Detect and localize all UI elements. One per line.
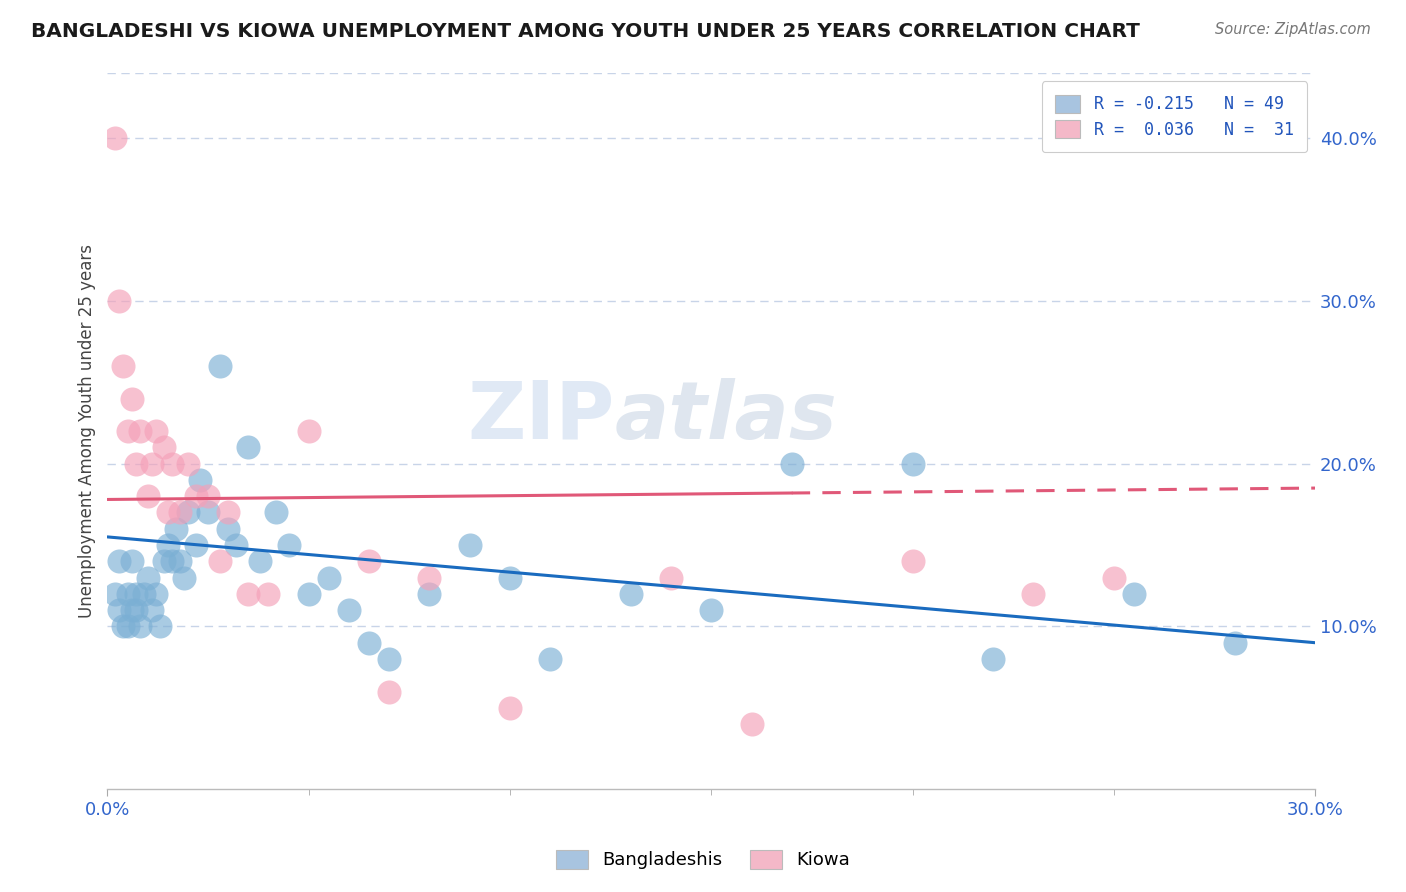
Point [209,359,232,373]
Point [538,652,561,666]
Point [124,603,146,617]
Point [217,506,239,520]
Point [104,131,127,145]
Point [620,587,643,601]
Point [141,603,163,617]
Point [217,522,239,536]
Point [124,587,146,601]
Point [108,554,131,568]
Point [499,701,522,715]
Point [780,457,803,471]
Legend: R = -0.215   N = 49, R =  0.036   N =  31: R = -0.215 N = 49, R = 0.036 N = 31 [1042,81,1306,152]
Point [337,603,360,617]
Point [378,652,401,666]
Point [177,506,200,520]
Point [458,538,481,552]
Point [173,571,195,585]
Point [499,571,522,585]
Point [128,424,150,438]
Point [188,473,211,487]
Point [132,587,155,601]
Point [298,424,321,438]
Point [184,489,207,503]
Point [145,587,167,601]
Point [277,538,299,552]
Point [298,587,321,601]
Point [160,457,183,471]
Point [177,457,200,471]
Point [149,619,172,633]
Point [225,538,247,552]
Text: ZIP: ZIP [467,378,614,456]
Y-axis label: Unemployment Among Youth under 25 years: Unemployment Among Youth under 25 years [79,244,96,618]
Point [141,457,163,471]
Point [197,506,219,520]
Legend: Bangladeshis, Kiowa: Bangladeshis, Kiowa [547,840,859,879]
Point [121,603,143,617]
Point [128,619,150,633]
Point [209,554,232,568]
Point [124,457,146,471]
Point [117,587,139,601]
Point [121,392,143,406]
Point [418,587,440,601]
Point [741,717,763,731]
Point [1123,587,1146,601]
Text: atlas: atlas [614,378,838,456]
Point [156,506,179,520]
Point [266,506,288,520]
Point [418,571,440,585]
Point [197,489,219,503]
Point [1022,587,1045,601]
Point [136,571,159,585]
Point [378,684,401,698]
Point [160,554,183,568]
Point [169,506,191,520]
Point [108,293,131,308]
Point [318,571,340,585]
Text: Source: ZipAtlas.com: Source: ZipAtlas.com [1215,22,1371,37]
Point [981,652,1004,666]
Point [700,603,723,617]
Point [249,554,271,568]
Point [169,554,191,568]
Point [108,603,131,617]
Point [359,636,381,650]
Point [121,554,143,568]
Point [152,554,174,568]
Point [1102,571,1125,585]
Point [117,619,139,633]
Point [359,554,381,568]
Point [659,571,682,585]
Point [257,587,280,601]
Point [112,359,135,373]
Point [901,554,924,568]
Text: BANGLADESHI VS KIOWA UNEMPLOYMENT AMONG YOUTH UNDER 25 YEARS CORRELATION CHART: BANGLADESHI VS KIOWA UNEMPLOYMENT AMONG … [31,22,1140,41]
Point [104,587,127,601]
Point [117,424,139,438]
Point [145,424,167,438]
Point [152,441,174,455]
Point [1223,636,1246,650]
Point [238,587,260,601]
Point [156,538,179,552]
Point [136,489,159,503]
Point [112,619,135,633]
Point [165,522,187,536]
Point [184,538,207,552]
Point [901,457,924,471]
Point [238,441,260,455]
